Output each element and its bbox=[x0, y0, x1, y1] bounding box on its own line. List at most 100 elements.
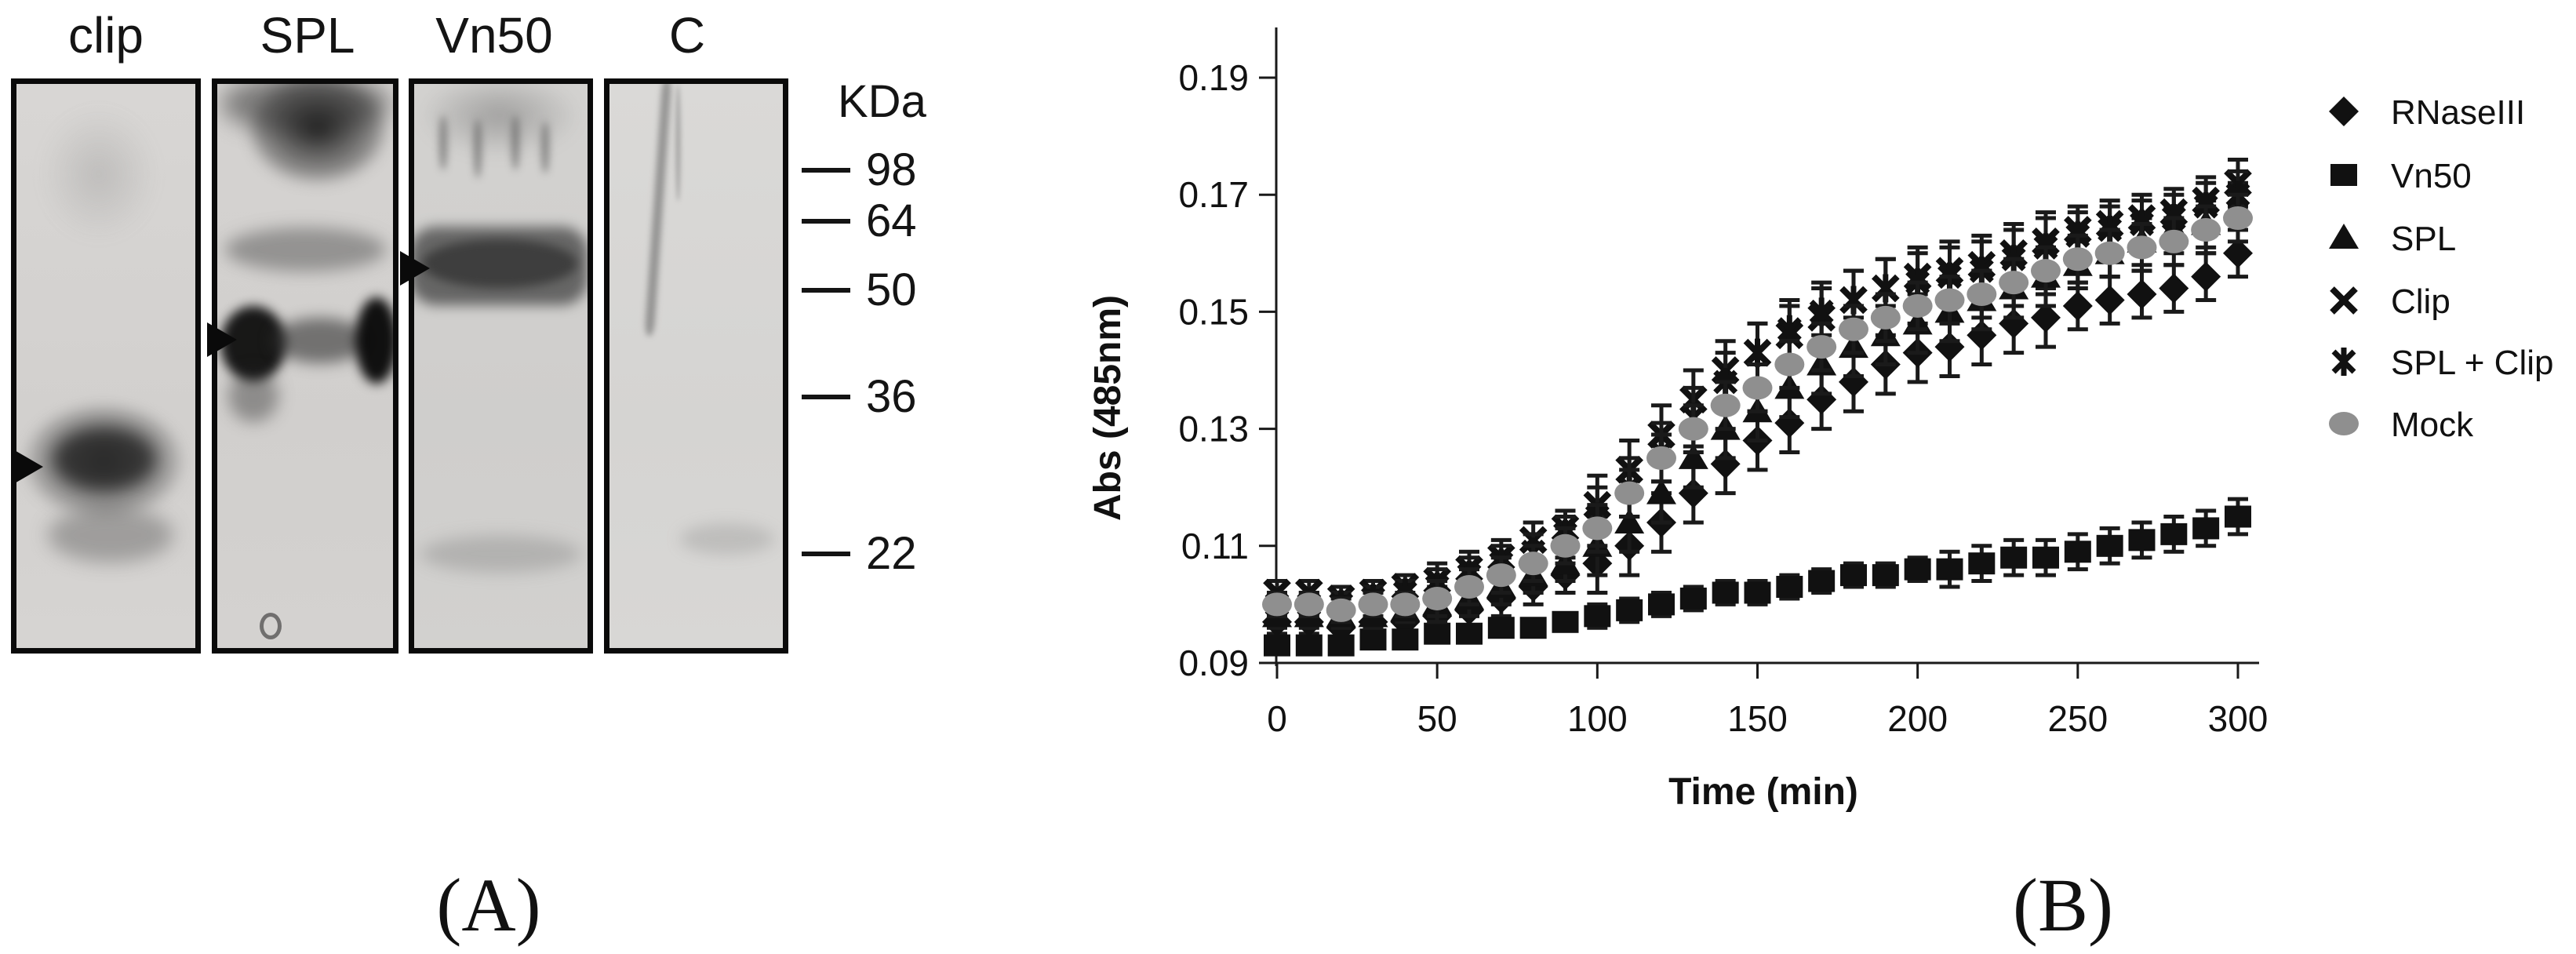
data-point-circle bbox=[1454, 575, 1484, 599]
data-point-square bbox=[2064, 541, 2091, 563]
gel-lane-control bbox=[604, 78, 788, 654]
data-point-circle bbox=[2222, 206, 2253, 231]
data-point-circle bbox=[2127, 235, 2157, 260]
data-point-square bbox=[1808, 570, 1836, 592]
gel-lane-clip bbox=[11, 78, 201, 654]
panel-a-caption: (A) bbox=[436, 863, 541, 947]
data-point-square bbox=[1359, 628, 1387, 651]
ladder-value: 98 bbox=[866, 144, 917, 195]
data-point-circle bbox=[2094, 241, 2125, 265]
y-tick-label: 0.19 bbox=[1178, 57, 1249, 98]
data-point-square bbox=[1584, 605, 1611, 628]
x-tick-label: 250 bbox=[2047, 698, 2108, 739]
ladder-marker-22: 22 bbox=[802, 527, 917, 580]
data-point-circle bbox=[1422, 586, 1453, 610]
data-point-circle bbox=[1358, 592, 1388, 617]
lane-label-spl: SPL bbox=[260, 7, 355, 64]
legend-marker-diamond bbox=[2329, 96, 2359, 126]
band-arrow-spl bbox=[207, 322, 237, 357]
ladder-dash bbox=[802, 218, 850, 224]
ladder-dash bbox=[802, 394, 850, 399]
data-point-square bbox=[1616, 599, 1643, 621]
y-tick-label: 0.11 bbox=[1181, 526, 1249, 566]
gel-band-clip-core bbox=[53, 428, 156, 490]
data-point-square bbox=[1904, 558, 1931, 581]
ladder-dash bbox=[802, 551, 850, 556]
data-point-square bbox=[1872, 564, 1899, 587]
data-point-square bbox=[2224, 505, 2251, 528]
data-point-diamond bbox=[2191, 261, 2221, 292]
data-point-diamond bbox=[2030, 302, 2061, 333]
ladder-value: 22 bbox=[866, 528, 917, 579]
legend-label: RNaseIII bbox=[2391, 93, 2525, 132]
data-point-square bbox=[1295, 634, 1323, 657]
ladder-value: 50 bbox=[866, 264, 917, 315]
data-point-star bbox=[1809, 297, 1834, 326]
data-point-square bbox=[1327, 634, 1355, 657]
ladder-marker-64: 64 bbox=[802, 195, 917, 247]
gel-smudge bbox=[40, 107, 158, 241]
gel-band-spl-right bbox=[355, 297, 393, 384]
data-point-square bbox=[1776, 576, 1803, 599]
lane-label-vn50: Vn50 bbox=[435, 7, 553, 64]
data-point-circle bbox=[1902, 293, 1933, 318]
legend-label: Clip bbox=[2391, 282, 2450, 321]
legend-label: SPL + Clip bbox=[2391, 344, 2553, 382]
data-point-square bbox=[1552, 610, 1579, 633]
data-point-square bbox=[1455, 622, 1483, 645]
data-point-square bbox=[1839, 564, 1867, 587]
data-point-diamond bbox=[2062, 290, 2093, 321]
gel-band-spl-top bbox=[250, 84, 385, 182]
ladder-marker-98: 98 bbox=[802, 144, 917, 196]
band-arrow-clip bbox=[13, 450, 43, 484]
lane-label-c: C bbox=[668, 7, 706, 64]
data-point-square bbox=[2160, 523, 2188, 545]
ladder-marker-36: 36 bbox=[802, 370, 917, 423]
data-point-circle bbox=[1806, 335, 1837, 359]
data-point-triangle bbox=[1646, 479, 1676, 504]
data-point-circle bbox=[1614, 481, 1645, 505]
data-point-square bbox=[1487, 617, 1515, 639]
gel-streak bbox=[511, 115, 519, 170]
data-point-diamond bbox=[2159, 273, 2189, 304]
data-point-square bbox=[1936, 558, 1963, 581]
data-point-circle bbox=[1390, 592, 1421, 617]
data-point-square bbox=[2128, 529, 2156, 552]
kda-unit-label: KDa bbox=[838, 76, 926, 127]
ladder-dash bbox=[802, 287, 850, 293]
data-point-circle bbox=[1742, 376, 1773, 400]
legend-marker-square bbox=[2330, 164, 2357, 186]
data-point-square bbox=[2000, 546, 2028, 569]
y-tick-label: 0.15 bbox=[1178, 291, 1249, 332]
data-point-circle bbox=[1999, 271, 2029, 295]
legend-marker-circle bbox=[2329, 412, 2359, 435]
data-point-triangle bbox=[1678, 443, 1708, 469]
gel-streak bbox=[439, 115, 447, 170]
gel-streak bbox=[474, 119, 482, 178]
gel-smudge bbox=[228, 370, 278, 422]
data-point-square bbox=[1519, 617, 1547, 639]
ladder-dash bbox=[802, 167, 850, 173]
data-point-circle bbox=[1678, 417, 1708, 441]
data-point-square bbox=[1264, 634, 1290, 657]
legend-label: Vn50 bbox=[2391, 157, 2472, 195]
data-point-triangle bbox=[1614, 508, 1645, 533]
gel-streak bbox=[541, 122, 549, 173]
ladder-value: 36 bbox=[866, 371, 917, 422]
data-point-square bbox=[1679, 587, 1707, 610]
data-point-square bbox=[1424, 622, 1451, 645]
data-point-circle bbox=[2062, 247, 2093, 271]
data-point-circle bbox=[1646, 446, 1676, 470]
gel-smudge bbox=[680, 523, 774, 555]
x-tick-label: 200 bbox=[1887, 698, 1948, 739]
data-point-circle bbox=[1262, 592, 1292, 617]
x-tick-label: 150 bbox=[1727, 698, 1788, 739]
gel-smudge bbox=[48, 508, 173, 563]
gel-streak bbox=[675, 84, 681, 202]
data-point-circle bbox=[1486, 563, 1516, 588]
data-point-diamond bbox=[2094, 285, 2125, 315]
legend-marker-x bbox=[2330, 286, 2358, 315]
data-point-star bbox=[1745, 338, 1770, 367]
data-point-square bbox=[1712, 581, 1739, 604]
